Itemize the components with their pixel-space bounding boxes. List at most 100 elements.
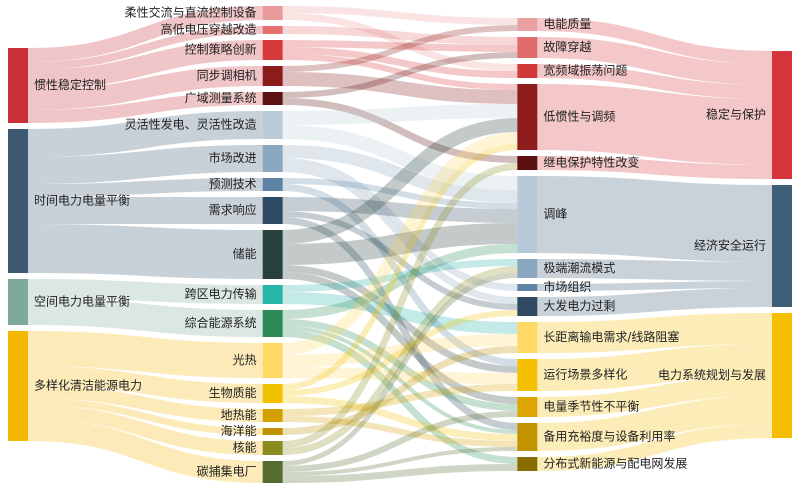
flow-link	[27, 405, 263, 455]
node-label: 核能	[233, 441, 257, 455]
sankey-node	[262, 230, 283, 279]
sankey-node	[8, 129, 28, 273]
node-label: 储能	[233, 246, 257, 261]
node-label: 预测技术	[209, 177, 257, 191]
flow-link	[282, 384, 518, 416]
flow-link	[282, 346, 518, 435]
flow-link	[282, 40, 518, 52]
node-label: 低惯性与调频	[543, 109, 615, 124]
flow-link	[282, 273, 518, 466]
flow-link	[27, 279, 263, 304]
flow-link	[27, 178, 263, 197]
node-label: 极端潮流模式	[543, 260, 615, 275]
flow-link	[282, 165, 518, 304]
flow-link	[282, 411, 518, 472]
node-label: 广域测量系统	[185, 91, 257, 105]
node-label: 经济安全运行	[694, 238, 766, 253]
flow-link	[282, 334, 518, 367]
flow-link	[537, 288, 773, 316]
flow-link	[282, 292, 518, 334]
node-label: 电力系统规划与发展	[658, 367, 766, 382]
flow-link	[537, 344, 773, 391]
sankey-node	[517, 423, 538, 451]
flow-link	[27, 385, 263, 422]
node-label: 柔性交流与直流控制设备	[125, 5, 257, 20]
sankey-node	[517, 284, 538, 291]
sankey-node	[262, 461, 283, 483]
flow-link	[27, 40, 263, 90]
sankey-node	[517, 176, 538, 253]
sankey-node	[772, 51, 792, 179]
node-label: 备用充裕度与设备利用率	[543, 429, 675, 444]
flow-link	[282, 319, 518, 411]
sankey-node	[517, 259, 538, 278]
node-label: 空间电力电量平衡	[34, 295, 130, 309]
node-label: 大发电力过剩	[543, 298, 615, 313]
node-label: 惯性稳定控制	[34, 77, 106, 92]
node-label: 生物质能	[209, 386, 257, 400]
flow-link	[282, 265, 518, 373]
node-label: 长距离输电需求/线路阻塞	[543, 329, 679, 344]
sankey-node	[262, 92, 283, 105]
sankey-node	[517, 37, 538, 58]
flow-link	[27, 145, 263, 184]
sankey-node	[517, 322, 538, 353]
flow-link	[537, 376, 773, 417]
flow-link	[27, 92, 263, 123]
node-label: 市场组织	[543, 279, 591, 294]
sankey-node	[262, 26, 283, 34]
flow-link	[537, 424, 773, 471]
flow-link	[282, 184, 518, 366]
flow-link	[282, 330, 518, 464]
flow-link	[282, 104, 518, 125]
sankey-node	[262, 40, 283, 60]
node-label: 时间电力电量平衡	[34, 194, 130, 208]
node-label: 需求响应	[209, 202, 257, 217]
flow-link	[27, 6, 263, 62]
flow-link	[282, 416, 518, 447]
node-label: 稳定与保护	[706, 107, 766, 122]
node-label: 继电保护特性改变	[543, 155, 639, 170]
flow-link	[282, 223, 518, 265]
node-label: 控制策略创新	[185, 42, 257, 57]
node-label: 同步调相机	[197, 69, 257, 83]
sankey-node	[262, 343, 283, 378]
flow-link	[27, 66, 263, 110]
sankey-node	[262, 145, 283, 172]
flow-link	[282, 396, 518, 441]
flow-link	[537, 84, 773, 165]
flow-link	[282, 118, 518, 244]
sankey-node	[262, 310, 283, 337]
sankey-node	[262, 428, 283, 435]
flow-link	[282, 98, 518, 163]
sankey-node	[772, 313, 792, 438]
links	[27, 6, 773, 483]
sankey-node	[517, 359, 538, 391]
flow-link	[537, 37, 773, 85]
sankey-node	[262, 285, 283, 304]
flow-link	[537, 313, 773, 353]
node-label: 分布式新能源与配电网发展	[543, 456, 687, 471]
flow-link	[282, 47, 518, 78]
flow-link	[27, 331, 263, 378]
sankey-node	[517, 64, 538, 78]
sankey-node	[262, 111, 283, 139]
flow-link	[282, 132, 518, 355]
flow-link	[282, 6, 518, 25]
node-label: 地热能	[221, 408, 257, 422]
node-label: 跨区电力传输	[185, 286, 257, 301]
flow-link	[537, 281, 773, 291]
sankey-node	[517, 457, 538, 471]
node-label: 灵活性发电、灵活性改造	[125, 117, 257, 132]
node-label: 高低电压穿越改造	[161, 22, 257, 37]
node-label: 电量季节性不平衡	[543, 400, 639, 414]
flow-link	[27, 398, 263, 435]
flow-link	[282, 211, 518, 310]
flow-link	[27, 26, 263, 70]
node-label: 电能质量	[543, 17, 591, 31]
sankey-node	[8, 279, 28, 325]
flow-link	[282, 163, 518, 448]
flow-link	[27, 419, 263, 483]
